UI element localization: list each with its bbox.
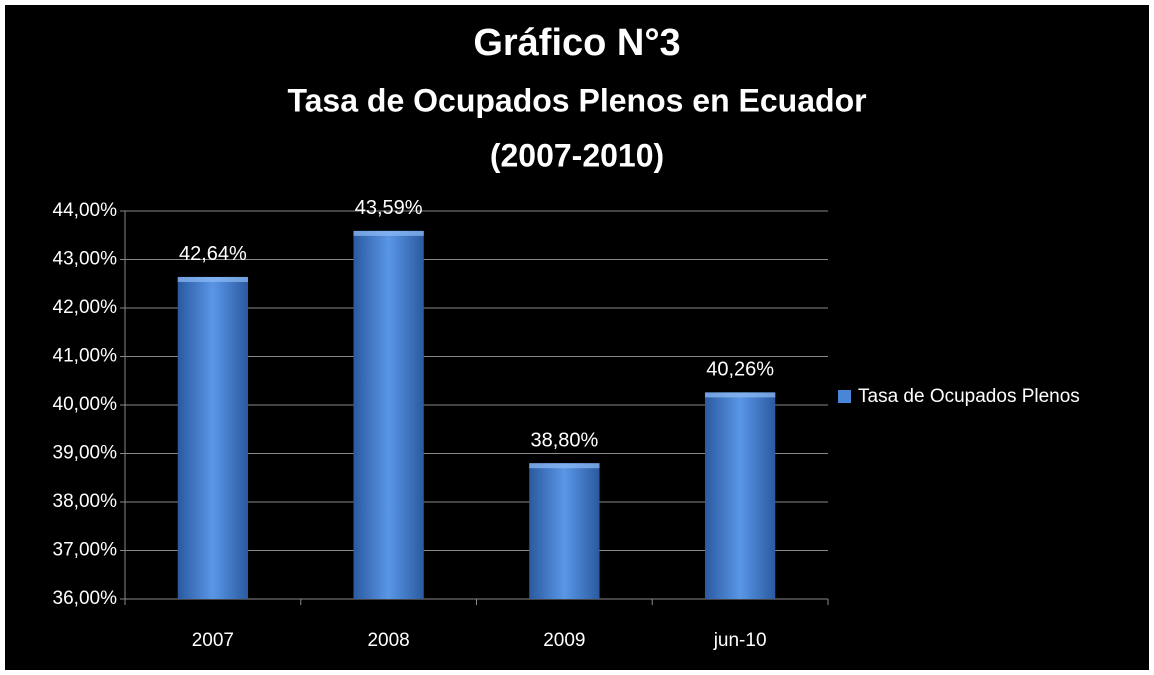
bar-bevel: [529, 463, 600, 469]
bar: [704, 392, 776, 599]
y-tick-label: 41,00%: [53, 346, 118, 367]
legend-swatch: [838, 390, 851, 403]
y-tick-label: 43,00%: [53, 249, 118, 270]
bar-bevel: [353, 230, 424, 236]
data-label: 40,26%: [706, 359, 774, 381]
data-label: 43,59%: [355, 197, 423, 219]
y-tick-label: 39,00%: [53, 443, 118, 464]
data-label: 42,64%: [179, 243, 247, 265]
y-tick-label: 36,00%: [53, 588, 118, 609]
legend-label: Tasa de Ocupados Plenos: [858, 386, 1080, 407]
chart-title: (2007-2010): [490, 137, 664, 173]
x-tick-label: jun-10: [713, 630, 767, 651]
y-tick-label: 44,00%: [53, 200, 118, 221]
chart-title: Tasa de Ocupados Plenos en Ecuador: [287, 82, 866, 118]
x-tick-label: 2007: [192, 630, 234, 651]
bar: [177, 276, 249, 599]
y-tick-label: 37,00%: [53, 540, 118, 561]
y-tick-label: 40,00%: [53, 394, 118, 415]
bar: [529, 463, 600, 599]
x-tick-label: 2009: [543, 630, 585, 651]
data-label: 38,80%: [530, 429, 598, 451]
chart-title: Gráfico N°3: [473, 22, 680, 64]
y-tick-label: 42,00%: [53, 297, 118, 318]
bar: [353, 230, 424, 599]
bar-bevel: [177, 276, 249, 282]
x-tick-label: 2008: [367, 630, 409, 651]
y-tick-label: 38,00%: [53, 491, 118, 512]
bar-bevel: [704, 392, 776, 398]
